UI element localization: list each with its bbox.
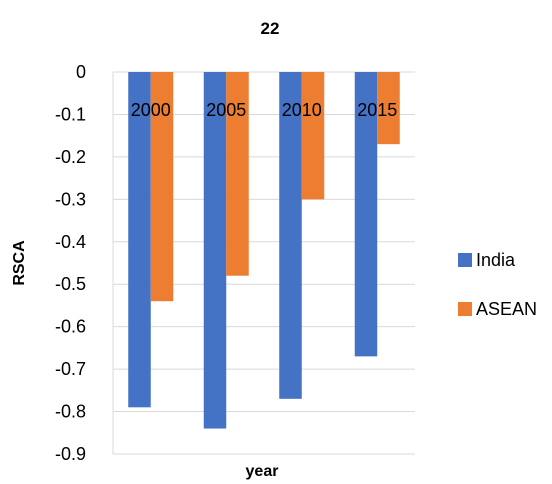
chart-title: 22 (261, 19, 280, 38)
legend-swatch-india (458, 253, 472, 267)
category-label: 2015 (357, 100, 397, 120)
y-tick-label: -0.7 (55, 359, 86, 379)
y-tick-label: -0.1 (55, 104, 86, 124)
bar-asean-2005 (226, 72, 249, 276)
y-tick-label: -0.2 (55, 147, 86, 167)
legend-label-india: India (476, 250, 516, 270)
category-labels: 2000 2005 2010 2015 (131, 100, 398, 120)
bar-asean-2010 (301, 72, 325, 200)
bar-asean-2000 (150, 72, 174, 302)
y-axis-title: RSCA (11, 240, 28, 286)
bar-asean-2015 (377, 72, 400, 145)
y-tick-label: -0.8 (55, 402, 86, 422)
bar-india-2000 (128, 72, 151, 408)
y-axis-ticks: 0 -0.1 -0.2 -0.3 -0.4 -0.5 -0.6 -0.7 -0.8 -0.9 (55, 62, 86, 464)
category-label: 2005 (206, 100, 246, 120)
legend-label-asean: ASEAN (476, 299, 537, 319)
y-tick-label: -0.9 (55, 444, 86, 464)
y-tick-label: -0.3 (55, 189, 86, 209)
legend: India ASEAN (458, 250, 537, 319)
category-label: 2010 (282, 100, 322, 120)
category-label: 2000 (131, 100, 171, 120)
x-axis-title: year (246, 463, 279, 480)
bar-india-2015 (354, 72, 378, 357)
bar-india-2010 (279, 72, 302, 399)
y-tick-label: -0.4 (55, 232, 86, 252)
bars (128, 72, 400, 429)
y-tick-label: -0.5 (55, 274, 86, 294)
legend-swatch-asean (458, 302, 472, 316)
y-tick-label: 0 (76, 62, 86, 82)
y-tick-label: -0.6 (55, 317, 86, 337)
bar-india-2005 (203, 72, 227, 429)
